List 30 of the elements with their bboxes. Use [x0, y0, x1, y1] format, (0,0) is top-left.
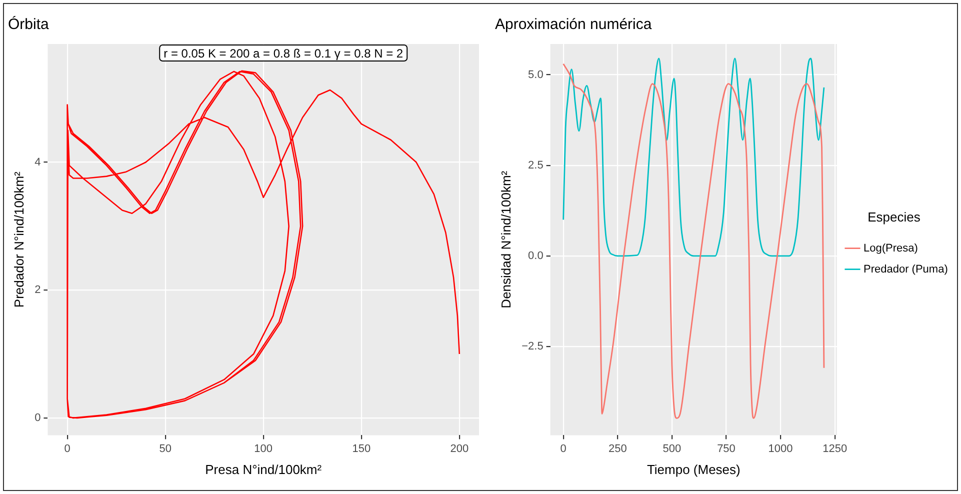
- x-tick-label: 0: [64, 442, 70, 455]
- x-axis-title: Tiempo (Meses): [646, 462, 740, 477]
- x-tick-label: 200: [450, 442, 469, 455]
- annotation: r = 0.05 K = 200 a = 0.8 ß = 0.1 γ = 0.8 N = 2: [164, 46, 404, 60]
- line-series: [562, 58, 825, 257]
- y-axis-title: Densidad N°ind/100km²: [498, 170, 514, 308]
- x-tick-label: 1000: [768, 442, 793, 455]
- chart-title: Aproximación numérica: [495, 16, 652, 34]
- y-tick-label: 4: [34, 156, 41, 168]
- x-tick-label: 0: [560, 442, 566, 455]
- y-tick-label: 5.0: [528, 68, 544, 81]
- legend-label: Predador (Puma): [864, 263, 948, 276]
- x-tick-label: 750: [717, 442, 736, 455]
- y-tick-label: 0.0: [528, 250, 544, 262]
- y-tick-label: 0: [34, 412, 41, 424]
- y-tick-label: 2.5: [528, 159, 544, 172]
- x-axis-title: Presa N°ind/100km²: [205, 462, 322, 477]
- chart-title: Órbita: [8, 15, 50, 34]
- x-tick-label: 500: [662, 442, 682, 455]
- line-series: [562, 63, 825, 419]
- x-tick-label: 50: [159, 442, 172, 455]
- y-tick-label: −2.5: [522, 340, 544, 352]
- x-tick-label: 100: [254, 442, 273, 455]
- x-tick-label: 1250: [822, 442, 848, 455]
- x-tick-label: 250: [608, 442, 627, 455]
- y-tick-label: 2: [34, 284, 41, 296]
- legend-label: Log(Presa): [864, 242, 918, 254]
- y-axis-title: Predador N°ind/100km²: [11, 170, 26, 308]
- legend-title: Especies: [868, 209, 921, 224]
- x-tick-label: 150: [352, 442, 371, 455]
